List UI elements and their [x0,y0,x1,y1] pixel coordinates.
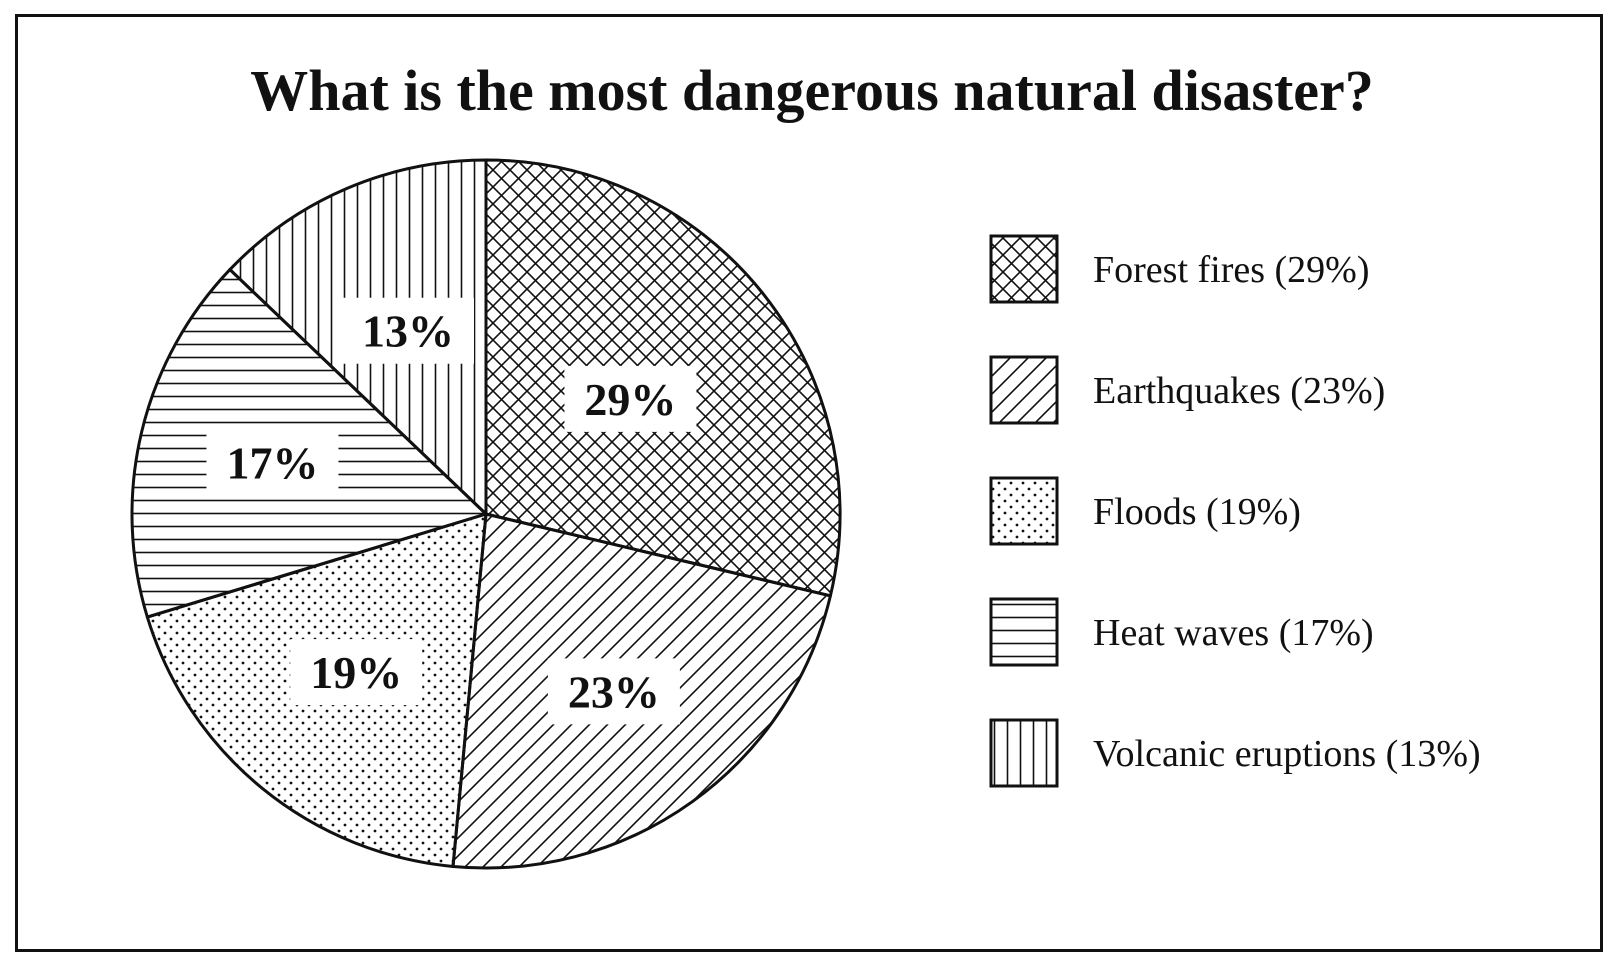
slice-label-heat-waves: 17% [206,429,339,496]
slice-label-text: 23% [568,666,660,717]
legend-swatch [989,718,1059,788]
legend-swatch [989,476,1059,546]
legend-swatch [989,355,1059,425]
slice-label-background [342,297,475,364]
legend-item-forest-fires: Forest fires (29%) [989,234,1369,304]
legend-item-earthquakes: Earthquakes (23%) [989,355,1385,425]
legend-swatch [989,597,1059,667]
chart-title: What is the most dangerous natural disas… [250,58,1374,123]
slice-label-text: 19% [310,647,402,698]
slice-label-background [564,365,697,432]
slice-label-floods: 19% [290,639,423,706]
slice-label-text: 13% [362,306,454,357]
pie-slices [130,158,842,870]
slice-labels: 29% 23% 19% 17% 13% [206,297,697,725]
slice-label-earthquakes: 23% [547,658,680,725]
legend-label: Forest fires (29%) [1093,249,1369,291]
legend-label: Earthquakes (23%) [1093,370,1385,412]
slice-label-background [547,658,680,725]
legend-label: Floods (19%) [1093,491,1301,533]
legend-item-floods: Floods (19%) [989,476,1301,546]
slice-label-text: 17% [226,437,318,488]
slice-label-background [290,639,423,706]
slice-label-forest-fires: 29% [564,365,697,432]
slice-label-text: 29% [584,374,676,425]
legend: Forest fires (29%) Earthquakes (23%) Flood… [989,234,1481,788]
legend-item-volcanic-eruptions: Volcanic eruptions (13%) [989,718,1481,788]
slice-label-background [206,429,339,496]
legend-label: Volcanic eruptions (13%) [1093,733,1481,775]
slice-label-volcanic-eruptions: 13% [342,297,475,364]
legend-label: Heat waves (17%) [1093,612,1374,654]
legend-swatch [989,234,1059,304]
legend-item-heat-waves: Heat waves (17%) [989,597,1374,667]
